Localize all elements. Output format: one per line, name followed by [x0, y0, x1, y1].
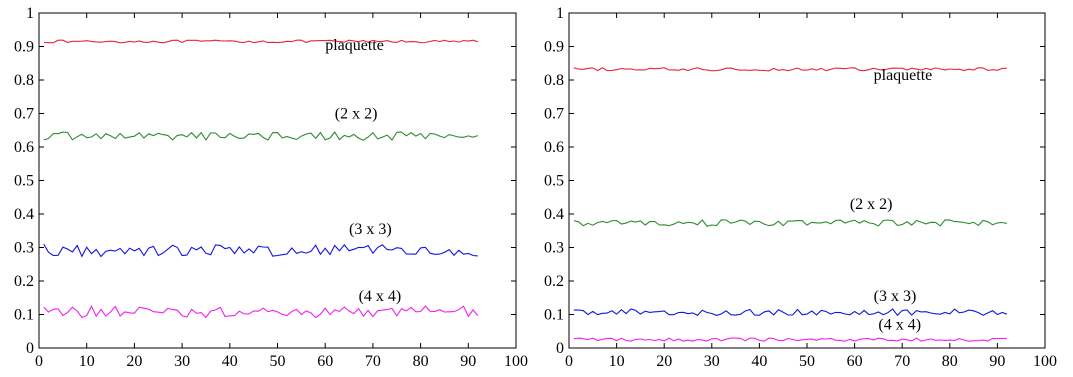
series-label: (3 x 3) [874, 288, 917, 305]
y-tick-label: 0.1 [14, 307, 34, 324]
plot-frame-1 [38, 12, 517, 349]
y-tick-label: 0.9 [544, 39, 564, 56]
x-tick-label: 10 [79, 353, 95, 370]
series-line-2-x-2 [43, 131, 478, 141]
y-tick-label: 0.1 [544, 307, 564, 324]
y-tick-label: 0.3 [14, 240, 34, 257]
y-tick-label: 0 [556, 340, 564, 357]
series-line-2-x-2 [573, 219, 1008, 227]
plot-frame-2 [568, 12, 1046, 349]
series-label: (3 x 3) [349, 221, 392, 238]
x-tick-label: 50 [799, 353, 815, 370]
series-label: (2 x 2) [850, 196, 893, 213]
y-tick-label: 0.9 [14, 39, 34, 56]
y-tick-label: 0.3 [544, 240, 564, 257]
x-tick-label: 0 [565, 353, 573, 370]
x-tick-label: 70 [894, 353, 910, 370]
series-line-4-x-4 [573, 337, 1007, 342]
series-line-3-x-3 [43, 243, 478, 258]
y-tick-label: 1 [26, 5, 34, 22]
y-tick-label: 0.4 [14, 206, 34, 223]
x-tick-label: 100 [1033, 353, 1057, 370]
series-line-3-x-3 [573, 308, 1008, 317]
series-label: (2 x 2) [335, 106, 378, 123]
y-tick-label: 0.2 [544, 273, 564, 290]
y-tick-label: 0.6 [14, 139, 34, 156]
x-tick-label: 10 [609, 353, 625, 370]
y-tick-label: 0.7 [14, 106, 34, 123]
y-tick-label: 0.5 [544, 173, 564, 190]
y-tick-label: 0.5 [14, 173, 34, 190]
series-line-plaquette [43, 39, 478, 44]
x-tick-label: 40 [222, 353, 238, 370]
y-tick-label: 0 [26, 340, 34, 357]
x-tick-label: 50 [270, 353, 286, 370]
x-tick-label: 90 [989, 353, 1005, 370]
series-line-4-x-4 [43, 304, 479, 319]
x-tick-label: 0 [35, 353, 43, 370]
y-tick-label: 0.6 [544, 139, 564, 156]
y-tick-label: 0.7 [544, 106, 564, 123]
x-tick-label: 60 [317, 353, 333, 370]
y-tick-label: 0.8 [544, 72, 564, 89]
series-label: plaquette [325, 37, 384, 54]
series-line-plaquette [573, 67, 1007, 72]
x-tick-label: 30 [174, 353, 190, 370]
y-tick-label: 1 [556, 5, 564, 22]
x-tick-label: 70 [365, 353, 381, 370]
series-label: plaquette [874, 67, 933, 84]
series-label: (4 x 4) [878, 317, 921, 334]
y-tick-label: 0.2 [14, 273, 34, 290]
x-tick-label: 80 [413, 353, 429, 370]
x-tick-label: 40 [751, 353, 767, 370]
x-tick-label: 20 [126, 353, 142, 370]
x-tick-label: 100 [504, 353, 528, 370]
x-tick-label: 80 [942, 353, 958, 370]
series-label: (4 x 4) [359, 288, 402, 305]
x-tick-label: 20 [656, 353, 672, 370]
y-tick-label: 0.8 [14, 72, 34, 89]
x-tick-label: 90 [460, 353, 476, 370]
y-tick-label: 0.4 [544, 206, 564, 223]
x-tick-label: 60 [847, 353, 863, 370]
x-tick-label: 30 [704, 353, 720, 370]
